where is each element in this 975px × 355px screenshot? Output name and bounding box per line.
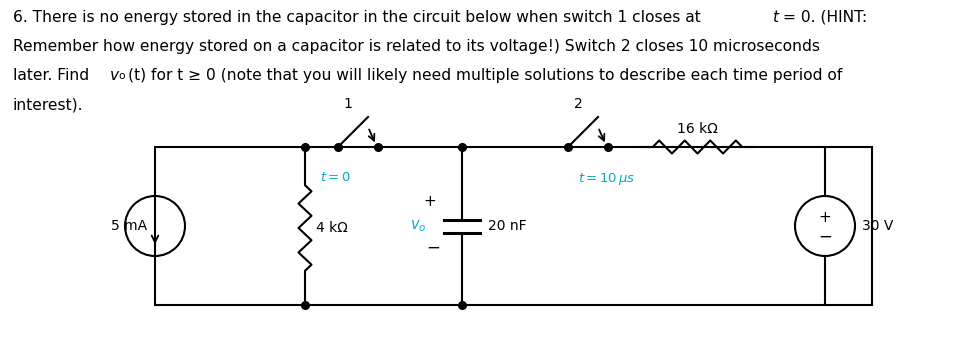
Text: −: − [818,228,832,246]
Text: t: t [773,10,779,25]
Text: = 0. (HINT:: = 0. (HINT: [783,10,867,25]
Text: $v_o$: $v_o$ [410,218,426,234]
Text: +: + [423,195,436,209]
Text: 4 kΩ: 4 kΩ [316,221,348,235]
Text: Remember how energy stored on a capacitor is related to its voltage!) Switch 2 c: Remember how energy stored on a capacito… [13,39,820,54]
Text: v: v [110,68,119,83]
Text: $t = 10\,\mu s$: $t = 10\,\mu s$ [578,171,636,187]
Text: o: o [119,71,125,81]
Text: 20 nF: 20 nF [488,219,526,233]
Text: 16 kΩ: 16 kΩ [677,122,718,136]
Text: 2: 2 [573,97,582,111]
Text: 30 V: 30 V [862,219,893,233]
Text: (t) for t ≥ 0 (note that you will likely need multiple solutions to describe eac: (t) for t ≥ 0 (note that you will likely… [129,68,842,83]
Text: interest).: interest). [13,97,84,112]
Text: later. Find: later. Find [13,68,94,83]
Text: 1: 1 [343,97,352,111]
Text: 5 mA: 5 mA [111,219,147,233]
Text: +: + [819,209,832,224]
Text: $t = 0$: $t = 0$ [320,171,351,184]
Text: −: − [426,239,440,257]
Text: 6. There is no energy stored in the capacitor in the circuit below when switch 1: 6. There is no energy stored in the capa… [13,10,709,25]
